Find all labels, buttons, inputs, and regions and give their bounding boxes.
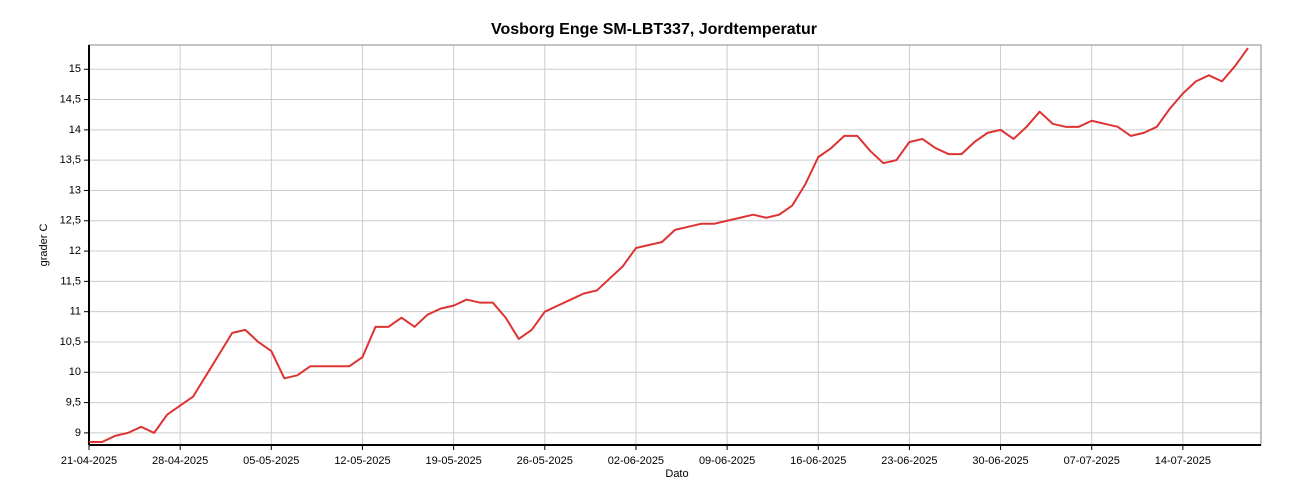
y-tick-label: 9	[75, 427, 81, 439]
x-tick-label: 02-06-2025	[608, 455, 664, 467]
data-line	[89, 47, 1249, 443]
x-tick-label: 28-04-2025	[152, 455, 208, 467]
x-tick-label: 21-04-2025	[61, 455, 117, 467]
y-tick-label: 15	[69, 63, 81, 75]
y-tick-label: 11	[70, 306, 81, 318]
y-tick-label: 10,5	[60, 336, 81, 348]
y-tick-label: 14,5	[60, 93, 81, 105]
x-tick-label: 07-07-2025	[1064, 455, 1120, 467]
y-tick-label: 10	[69, 366, 81, 378]
y-tick-label: 12,5	[60, 215, 81, 227]
x-tick-label: 30-06-2025	[972, 455, 1028, 467]
x-tick-label: 23-06-2025	[881, 455, 937, 467]
y-tick-label: 13,5	[60, 154, 81, 166]
y-tick-label: 9,5	[66, 396, 81, 408]
x-tick-label: 05-05-2025	[243, 455, 299, 467]
y-tick-label: 11,5	[60, 275, 81, 287]
y-axis-label: grader C	[38, 224, 50, 267]
x-tick-label: 19-05-2025	[425, 455, 481, 467]
chart-title: Vosborg Enge SM-LBT337, Jordtemperatur	[491, 21, 817, 38]
x-tick-label: 26-05-2025	[517, 455, 573, 467]
x-tick-label: 12-05-2025	[334, 455, 390, 467]
x-axis-label: Dato	[665, 468, 688, 480]
y-tick-label: 12	[69, 245, 81, 257]
x-tick-label: 14-07-2025	[1155, 455, 1211, 467]
y-tick-label: 14	[69, 124, 81, 136]
y-tick-label: 13	[69, 184, 81, 196]
x-tick-label: 16-06-2025	[790, 455, 846, 467]
x-tick-label: 09-06-2025	[699, 455, 755, 467]
